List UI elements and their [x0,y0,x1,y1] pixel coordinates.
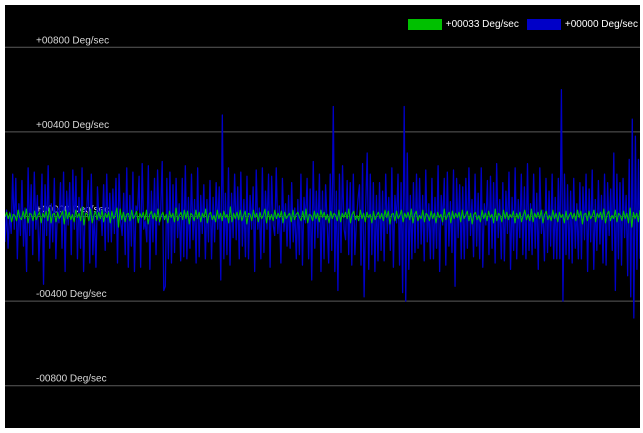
legend-label-green: +00033 Deg/sec [445,19,519,30]
chart-legend: +00033 Deg/sec +00000 Deg/sec [407,19,638,30]
legend-item-green: +00033 Deg/sec [407,19,519,30]
legend-swatch-green [407,19,442,30]
y-tick-label-1: +00400 Deg/sec [36,120,109,131]
legend-item-blue: +00000 Deg/sec [526,19,638,30]
series-line-1 [5,206,640,228]
series-line-0 [5,88,640,319]
legend-label-blue: +00000 Deg/sec [564,19,638,30]
y-tick-label-3: -00400 Deg/sec [36,289,107,300]
legend-swatch-blue [526,19,561,30]
plot-canvas: +00800 Deg/sec+00400 Deg/sec+00000 Deg/s… [5,35,640,387]
y-tick-label-0: +00800 Deg/sec [36,35,109,46]
chart-area: +00800 Deg/sec +00400 Deg/sec +00000 Deg/s… [5,5,640,428]
y-tick-label-4: -00800 Deg/sec [36,374,107,385]
